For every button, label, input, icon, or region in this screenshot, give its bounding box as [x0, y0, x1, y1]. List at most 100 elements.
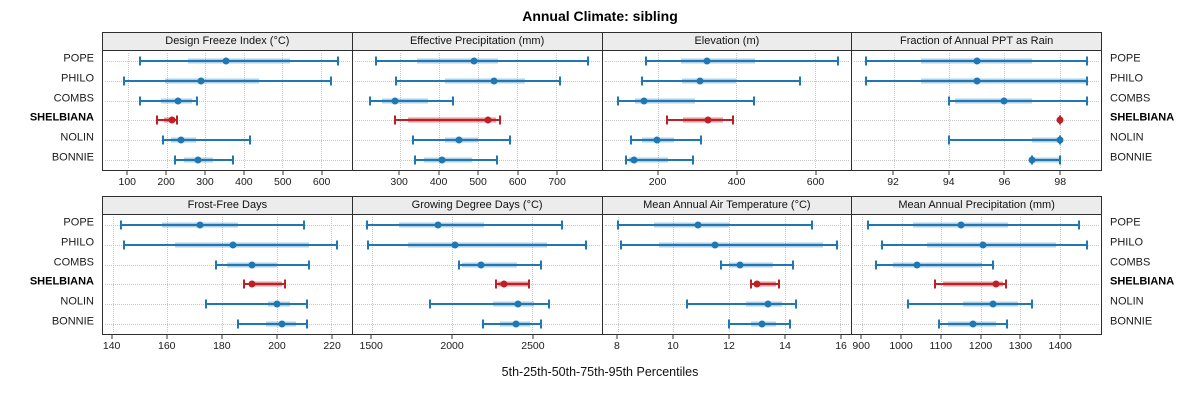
whisker-cap: [413, 155, 416, 165]
median-dot-combs: [736, 261, 744, 269]
median-dot-nolin: [273, 300, 281, 308]
median-dot-shelbiana: [500, 280, 508, 288]
tick-gridline: [736, 53, 738, 168]
median-dot-shelbiana: [992, 280, 1000, 288]
axis-tick-label: 400: [429, 176, 448, 188]
tick-gridline: [331, 217, 333, 332]
axis-tick-label: 600: [508, 176, 527, 188]
axis-tick-label: 1200: [968, 340, 993, 352]
axis-tick-mark: [948, 171, 950, 175]
site-label-shelbiana: SHELBIANA: [1110, 111, 1175, 124]
median-dot-nolin: [177, 136, 185, 144]
percentile-range-5-95: [617, 223, 813, 226]
median-dot-philo: [979, 241, 987, 249]
median-dot-pope: [196, 221, 204, 229]
axis-tick-label: 2500: [521, 340, 545, 352]
panel-strip-title: Frost-Free Days: [102, 196, 353, 215]
axis-tick-label: 400: [727, 176, 746, 188]
axis-tick-label: 12: [723, 340, 735, 352]
tick-gridline: [1020, 217, 1022, 332]
percentile-band-25-75: [1031, 157, 1060, 163]
percentile-range-5-95: [687, 303, 796, 306]
whisker-cap: [428, 299, 431, 309]
whisker-cap: [1078, 220, 1081, 230]
whisker-cap: [865, 56, 868, 66]
panel-strip-title: Growing Degree Days (°C): [351, 196, 603, 215]
panel-mean-annual-air-temperature-c: Mean Annual Air Temperature (°C) 8 10 12 14 1…: [601, 196, 853, 357]
panel-x-axis: 1500 2000 2500: [352, 335, 603, 357]
tick-gridline: [221, 217, 223, 332]
whisker-cap: [330, 76, 333, 86]
whisker-cap: [811, 220, 814, 230]
whisker-cap: [366, 220, 369, 230]
whisker-cap: [494, 279, 497, 289]
axis-tick-label: 1500: [359, 340, 383, 352]
axis-tick-label: 220: [323, 340, 341, 352]
median-dot-pope: [703, 57, 711, 65]
tick-gridline: [673, 217, 675, 332]
panel-x-axis: 200 400 600: [602, 171, 853, 193]
tick-gridline: [438, 53, 440, 168]
tick-gridline: [1004, 53, 1006, 168]
whisker-cap: [305, 319, 308, 329]
whisker-cap: [237, 319, 240, 329]
tick-gridline: [517, 53, 519, 168]
axis-tick-mark: [126, 171, 128, 175]
median-dot-philo: [696, 77, 704, 85]
axis-tick-mark: [477, 171, 479, 175]
tick-gridline: [1059, 217, 1061, 332]
tick-gridline: [1059, 53, 1061, 168]
percentile-range-5-95: [395, 119, 501, 122]
axis-tick-label: 1400: [1048, 340, 1072, 352]
axis-tick-label: 16: [835, 340, 847, 352]
whisker-cap: [777, 279, 780, 289]
site-label-shelbiana: SHELBIANA: [29, 111, 94, 124]
panel-frost-free-days: Frost-Free Days 140 160 180 200 220: [102, 196, 353, 357]
whisker-cap: [947, 96, 950, 106]
tick-gridline: [205, 53, 207, 168]
median-dot-combs: [174, 97, 182, 105]
percentile-band-25-75: [927, 242, 1056, 248]
median-dot-shelbiana: [1056, 116, 1064, 124]
panel-plot-area: [601, 51, 853, 171]
whisker-cap: [640, 76, 643, 86]
panel-x-axis: 900 1000 1100 1200 1300 1400: [851, 335, 1102, 357]
percentile-range-5-95: [175, 159, 233, 162]
whisker-cap: [335, 240, 338, 250]
percentile-band-25-75: [659, 242, 824, 248]
percentile-band-25-75: [249, 281, 283, 287]
axis-tick-mark: [243, 171, 245, 175]
whisker-cap: [1005, 279, 1008, 289]
axis-tick-mark: [276, 335, 278, 339]
median-dot-shelbiana: [248, 280, 256, 288]
axis-tick-label: 400: [235, 176, 253, 188]
whisker-cap: [394, 115, 397, 125]
percentile-range-5-95: [376, 59, 588, 62]
whisker-cap: [1086, 240, 1089, 250]
site-label-philo: PHILO: [60, 72, 94, 85]
panel-strip-title: Mean Annual Air Temperature (°C): [601, 196, 853, 215]
whisker-cap: [794, 299, 797, 309]
panel-strip-title: Mean Annual Precipitation (mm): [851, 196, 1102, 215]
whisker-cap: [727, 319, 730, 329]
axis-tick-mark: [204, 171, 206, 175]
axis-tick-mark: [438, 171, 440, 175]
median-dot-bonnie: [438, 156, 446, 164]
median-dot-nolin: [989, 300, 997, 308]
percentile-range-5-95: [948, 99, 1088, 102]
axis-tick-mark: [1003, 171, 1005, 175]
percentile-range-5-95: [875, 263, 994, 266]
median-dot-bonnie: [194, 156, 202, 164]
percentile-band-25-75: [187, 58, 291, 64]
site-label-philo: PHILO: [60, 236, 94, 249]
median-dot-pope: [957, 221, 965, 229]
axis-tick-mark: [815, 171, 817, 175]
row-gridline: [354, 284, 600, 286]
panel-strip-title: Elevation (m): [601, 32, 853, 51]
panel-strip-title: Fraction of Annual PPT as Rain: [851, 32, 1102, 51]
whisker-cap: [499, 115, 502, 125]
percentile-range-5-95: [156, 119, 178, 122]
percentile-range-5-95: [666, 119, 733, 122]
tick-gridline: [980, 217, 982, 332]
page-title: Annual Climate: sibling: [522, 8, 678, 24]
